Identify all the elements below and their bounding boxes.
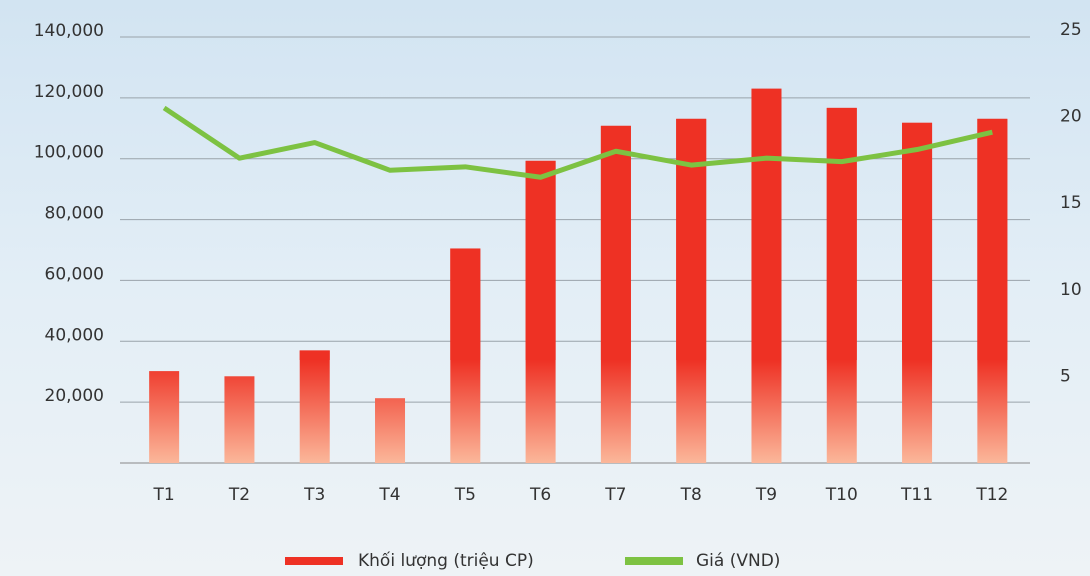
bar-top (299, 350, 330, 360)
x-tick-label: T9 (755, 485, 777, 505)
x-tick-label: T10 (825, 485, 858, 505)
x-tick-label: T4 (378, 485, 400, 505)
x-tick-label: T11 (900, 485, 933, 505)
legend-swatch (625, 557, 683, 565)
bar-top (902, 122, 933, 361)
y-tick-label: 100,000 (34, 143, 104, 163)
x-tick-label: T5 (454, 485, 476, 505)
y-tick-label: 40,000 (45, 325, 104, 345)
y-tick-label: 80,000 (45, 204, 104, 224)
line (162, 105, 993, 180)
y2-tick-label: 10 (1060, 280, 1082, 300)
y2-tick-label: 20 (1060, 107, 1082, 127)
x-tick-label: T6 (529, 485, 551, 505)
legend-label: Giá (VND) (696, 551, 780, 571)
y-tick-label: 120,000 (34, 82, 104, 102)
x-tick-label: T3 (303, 485, 325, 505)
bar (299, 350, 330, 463)
y-tick-label: 20,000 (45, 386, 104, 406)
y-tick-label: 60,000 (45, 264, 104, 284)
bar-top (676, 118, 707, 360)
bar (149, 371, 180, 463)
x-tick-label: T7 (604, 485, 626, 505)
x-tick-label: T12 (975, 485, 1008, 505)
bar (224, 376, 255, 463)
x-tick-label: T2 (228, 485, 250, 505)
y-tick-label: 140,000 (34, 21, 104, 41)
bar-top (450, 248, 481, 360)
y2-tick-label: 25 (1060, 20, 1082, 40)
bar-top (600, 125, 631, 360)
legend-label: Khối lượng (triệu CP) (358, 550, 534, 571)
y2-tick-label: 5 (1060, 366, 1071, 386)
x-tick-label: T8 (680, 485, 702, 505)
x-tick-label: T1 (153, 485, 175, 505)
bar (375, 398, 406, 463)
y2-tick-label: 15 (1060, 193, 1082, 213)
bar-top (525, 160, 556, 360)
legend-swatch (285, 557, 343, 565)
bar-top (977, 118, 1008, 360)
bar-top (826, 107, 857, 360)
bar-top (751, 88, 782, 360)
